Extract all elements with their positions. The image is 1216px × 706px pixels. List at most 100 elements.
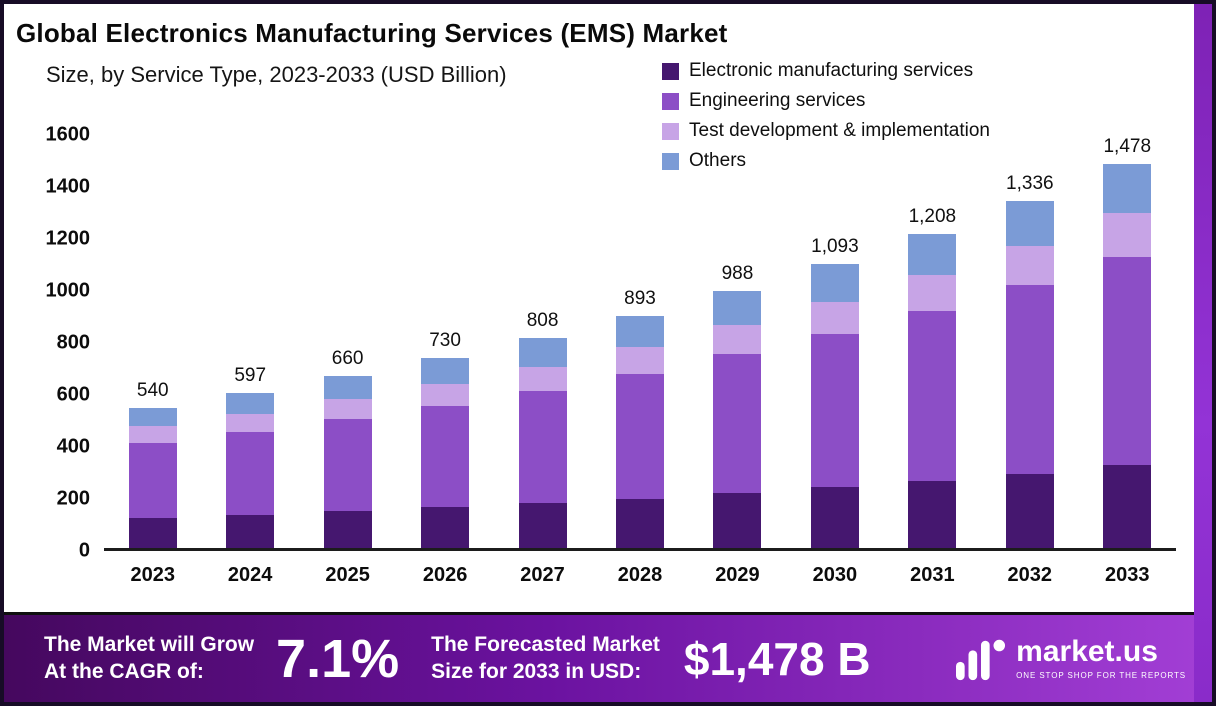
right-accent-strip <box>1194 4 1212 702</box>
x-axis-label: 2029 <box>715 564 760 586</box>
bar-column: 1,208 <box>884 135 981 548</box>
bar-total-label: 1,336 <box>1006 172 1054 194</box>
bar-segment <box>226 392 275 414</box>
bar-segment <box>128 518 177 548</box>
legend-swatch-icon <box>662 152 679 170</box>
bar-column: 660 <box>299 135 396 548</box>
bar-total-label: 1,093 <box>811 235 859 257</box>
legend-swatch-icon <box>662 62 679 80</box>
bar-segment <box>323 399 372 419</box>
bar-segment <box>713 324 762 355</box>
bar-segment <box>1005 473 1054 548</box>
forecast-label: The Forecasted Market Size for 2033 in U… <box>431 632 660 686</box>
bar-total-label: 988 <box>721 263 754 285</box>
bar-column: 1,336 <box>981 135 1078 548</box>
brand-text: market.us ONE STOP SHOP FOR THE REPORTS <box>1016 635 1186 681</box>
brand-tagline: ONE STOP SHOP FOR THE REPORTS <box>1016 671 1186 680</box>
bar-stack <box>810 263 859 548</box>
y-axis-tick-label: 0 <box>78 539 90 562</box>
bar-column: 597 <box>201 135 298 548</box>
chart-title: Global Electronics Manufacturing Service… <box>16 18 728 48</box>
y-axis-tick-label: 1400 <box>45 175 91 198</box>
forecast-label-line2: Size for 2033 in USD: <box>431 659 642 683</box>
bar-column: 540 <box>104 135 201 548</box>
bar-stack <box>1103 163 1152 548</box>
bar-segment <box>421 383 470 406</box>
bar-segment <box>908 233 957 275</box>
bar-total-label: 808 <box>526 309 559 331</box>
x-axis-label: 2030 <box>812 564 858 586</box>
y-axis-tick-label: 1600 <box>45 123 91 146</box>
bar-stack <box>713 291 762 548</box>
bar-stack <box>518 337 567 548</box>
legend-label: Others <box>689 150 747 171</box>
bar-total-label: 1,478 <box>1103 135 1152 157</box>
bar-segment <box>810 487 859 548</box>
bar-segment <box>1103 213 1152 258</box>
x-axis-label: 2024 <box>227 564 273 586</box>
forecast-value: $1,478 B <box>683 632 871 685</box>
bar-segment <box>1005 245 1054 286</box>
bar-segment <box>128 442 177 519</box>
bar-segment <box>518 503 567 548</box>
market-us-logo-icon <box>956 639 1006 680</box>
bar-segment <box>908 310 957 481</box>
x-axis-label: 2026 <box>422 564 468 586</box>
bar-segment <box>323 376 372 400</box>
bar-total-label: 1,208 <box>908 205 957 227</box>
cagr-banner: The Market will Grow At the CAGR of: 7.1… <box>4 612 1212 702</box>
brand-lockup: market.us ONE STOP SHOP FOR THE REPORTS <box>956 637 1186 681</box>
bar-segment <box>713 291 762 325</box>
bar-stack <box>323 376 372 548</box>
legend-swatch-icon <box>662 122 679 140</box>
y-axis-tick-label: 1200 <box>45 227 91 250</box>
bar-segment <box>421 405 470 508</box>
legend: Electronic manufacturing services Engine… <box>662 60 990 172</box>
bar-segment <box>615 498 664 548</box>
bar-chart-plot: 540 597 660 730 808 893 988 1,093 1,208 1,336 1,47… <box>104 135 1176 551</box>
bar-segment <box>421 507 470 548</box>
forecast-label-line1: The Forecasted Market <box>431 632 660 656</box>
bar-column: 893 <box>591 135 688 548</box>
bar-segment <box>226 514 275 548</box>
bar-segment <box>226 413 275 433</box>
x-axis-label: 2033 <box>1105 564 1150 586</box>
bar-column: 988 <box>689 135 786 548</box>
cagr-label: The Market will Grow At the CAGR of: <box>44 632 254 686</box>
x-axis-label: 2031 <box>910 564 955 586</box>
bar-segment <box>615 347 664 374</box>
x-axis-label: 2023 <box>130 564 175 586</box>
bar-segment <box>1103 465 1152 548</box>
bar-total-label: 730 <box>429 330 461 352</box>
x-axis: 2023 2024 2025 2026 2027 2028 2029 2030 2031 2032… <box>104 564 1176 587</box>
bar-column: 1,093 <box>786 135 883 548</box>
cagr-label-line1: The Market will Grow <box>44 632 255 656</box>
bar-segment <box>810 334 859 488</box>
bar-segment <box>810 301 859 335</box>
bar-segment <box>908 274 957 311</box>
bar-segment <box>615 315 664 348</box>
legend-item: Others <box>662 150 990 172</box>
bar-segment <box>713 493 762 548</box>
legend-label: Engineering services <box>689 90 866 111</box>
chart-subtitle: Size, by Service Type, 2023-2033 (USD Bi… <box>46 62 507 87</box>
bar-segment <box>615 373 664 499</box>
bar-segment <box>323 418 372 512</box>
bar-segment <box>713 354 762 494</box>
cagr-label-line2: At the CAGR of: <box>44 659 204 683</box>
bar-stack <box>226 392 275 548</box>
bar-segment <box>323 511 372 548</box>
legend-item: Engineering services <box>662 90 990 112</box>
bar-segment <box>1005 200 1054 246</box>
legend-label: Test development & implementation <box>689 120 990 141</box>
y-axis-tick-label: 600 <box>56 383 90 406</box>
bar-stack <box>421 358 470 548</box>
legend-label: Electronic manufacturing services <box>689 60 974 81</box>
legend-item: Test development & implementation <box>662 120 990 142</box>
bar-segment <box>1103 163 1152 214</box>
bar-total-label: 540 <box>136 379 169 401</box>
bar-segment <box>128 407 177 427</box>
brand-name: market.us <box>1016 635 1158 668</box>
x-axis-label: 2028 <box>617 564 663 586</box>
